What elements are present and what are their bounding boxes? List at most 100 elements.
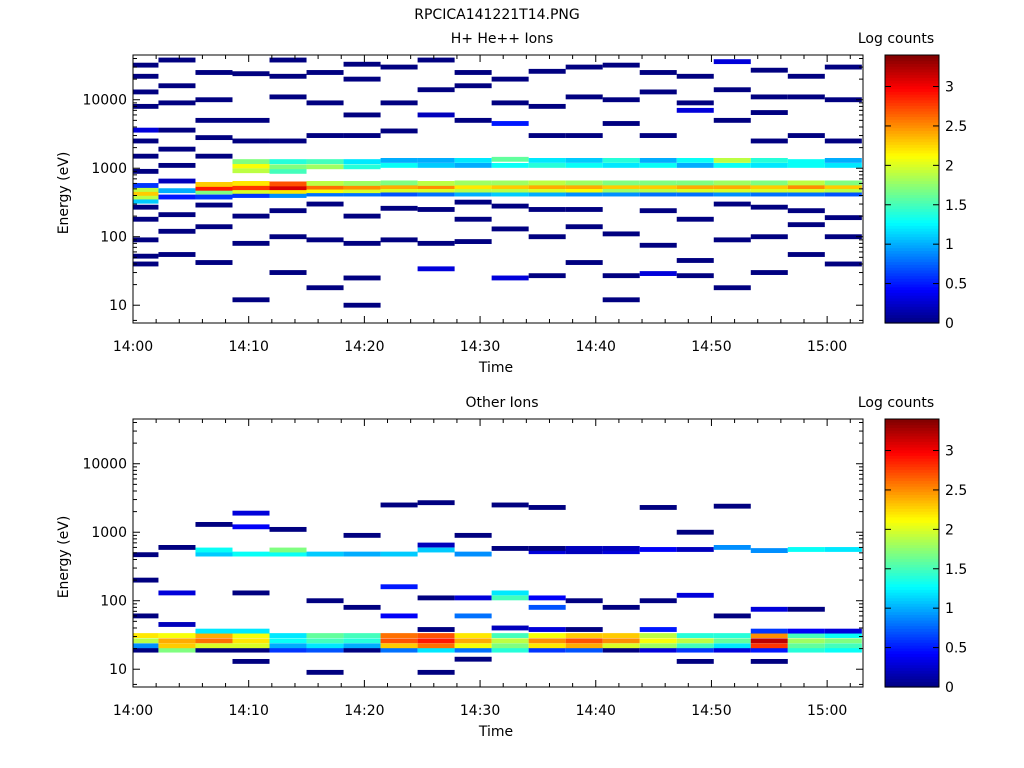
colorbar-swatch (885, 656, 939, 660)
data-cell (232, 117, 270, 123)
data-cell (454, 216, 492, 222)
data-cell (158, 590, 196, 596)
colorbar-swatch (885, 580, 939, 585)
data-cell (676, 158, 714, 163)
data-cell (454, 532, 492, 538)
data-cell (380, 502, 418, 508)
data-cell (713, 647, 751, 653)
data-cell (133, 253, 159, 259)
colorbar-swatch (885, 281, 939, 285)
data-cell (232, 181, 270, 186)
data-cell (528, 638, 566, 644)
data-cell (639, 633, 677, 638)
colorbar-swatch (885, 424, 939, 428)
y-axis-label: Energy (eV) (56, 516, 72, 599)
data-cell (602, 184, 640, 189)
colorbar-swatch (885, 269, 939, 274)
colorbar-swatch (885, 527, 939, 532)
data-cell (133, 73, 159, 79)
data-cell (713, 158, 751, 163)
data-cell (750, 94, 788, 100)
colorbar-swatch (885, 633, 939, 638)
data-cell (133, 638, 159, 644)
data-cell (343, 112, 381, 118)
colorbar-swatch (885, 522, 939, 526)
y-tick-label: 10 (109, 662, 127, 678)
colorbar-swatch (885, 208, 939, 212)
data-cell (491, 590, 529, 596)
colorbar-swatch (885, 258, 939, 263)
data-cell (750, 548, 788, 553)
data-cell (824, 191, 862, 197)
data-cell (491, 100, 529, 106)
data-cell (306, 191, 344, 197)
colorbar-swatch (885, 628, 939, 632)
colorbar-swatch (885, 608, 939, 613)
colorbar-swatch (885, 60, 939, 64)
x-tick-label: 15:00 (807, 703, 847, 719)
data-cell (454, 184, 492, 189)
data-cell (713, 187, 751, 193)
data-cell (713, 643, 751, 649)
colorbar-swatch (885, 275, 939, 279)
colorbar-swatch (885, 261, 939, 265)
data-cell (528, 643, 566, 649)
colorbar-swatch (885, 647, 939, 652)
data-cell (602, 162, 640, 168)
data-cell (824, 633, 862, 638)
colorbar-swatch (885, 617, 939, 621)
data-cell (491, 275, 529, 281)
colorbar-swatch (885, 219, 939, 224)
colorbar-swatch (885, 88, 939, 92)
data-cell (676, 100, 714, 106)
data-cell (454, 633, 492, 638)
colorbar-swatch (885, 611, 939, 616)
data-cell (528, 158, 566, 163)
data-cell (417, 547, 455, 553)
data-cell (824, 547, 862, 552)
colorbar-swatch (885, 149, 939, 154)
data-cell (232, 297, 270, 303)
data-cell (454, 643, 492, 649)
data-cell (491, 502, 529, 508)
data-cell (824, 647, 862, 653)
data-cell (565, 158, 603, 163)
data-cell (750, 647, 788, 653)
colorbar-tick-label: 0.5 (945, 641, 967, 657)
data-cell (491, 643, 529, 649)
data-cell (565, 260, 603, 265)
data-cell (417, 87, 455, 93)
colorbar-swatch (885, 491, 939, 495)
data-cell (639, 242, 677, 248)
colorbar-swatch (885, 228, 939, 232)
data-cell (491, 76, 529, 82)
data-cell (133, 216, 159, 222)
colorbar-swatch (885, 116, 939, 120)
colorbar-swatch (885, 645, 939, 649)
data-cell (713, 545, 751, 550)
colorbar-swatch (885, 124, 939, 129)
data-cell (713, 633, 751, 638)
colorbar-swatch (885, 91, 939, 95)
data-cell (454, 638, 492, 644)
colorbar-swatch (885, 636, 939, 641)
colorbar-swatch (885, 191, 939, 196)
data-cell (602, 647, 640, 653)
data-cell (269, 138, 307, 144)
y-tick-label: 1000 (91, 525, 127, 541)
figure-title: RPCICA141221T14.PNG (414, 7, 579, 23)
colorbar-swatch (885, 242, 939, 246)
data-cell (639, 158, 677, 163)
data-cell (232, 551, 270, 557)
colorbar-swatch (885, 247, 939, 252)
colorbar-swatch (885, 309, 939, 313)
data-cell (824, 187, 862, 193)
data-cell (306, 551, 344, 557)
colorbar-swatch (885, 458, 939, 462)
data-cell (602, 643, 640, 649)
data-cell (824, 638, 862, 644)
data-cell (639, 187, 677, 193)
colorbar-swatch (885, 603, 939, 607)
data-cell (491, 156, 529, 162)
data-cell (158, 178, 196, 184)
